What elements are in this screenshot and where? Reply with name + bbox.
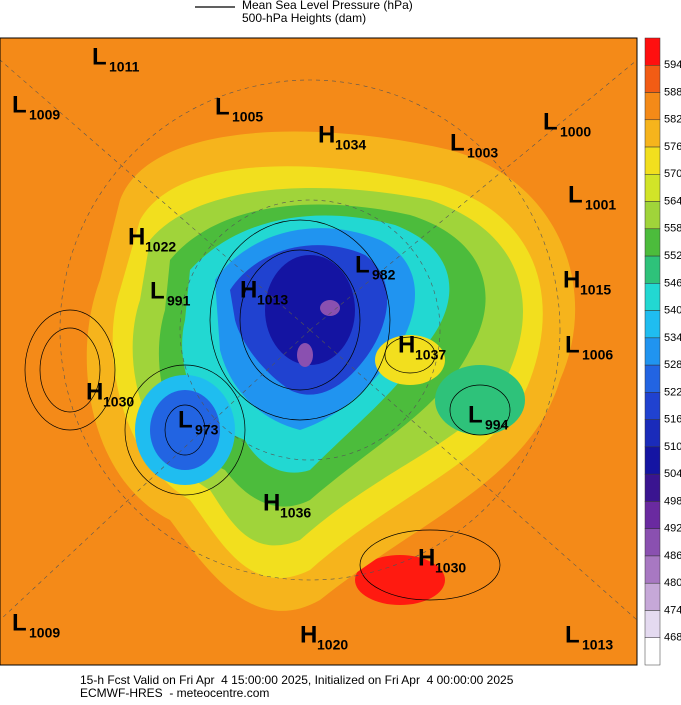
center-letter: L — [565, 331, 580, 358]
center-letter: H — [86, 378, 103, 405]
center-letter: H — [563, 266, 580, 293]
colorbar-cell — [644, 255, 661, 284]
center-letter: H — [300, 621, 317, 648]
colorbar-label: 492 — [664, 523, 681, 535]
center-letter: H — [263, 489, 280, 516]
colorbar-cell — [644, 310, 661, 339]
center-value: 982 — [372, 267, 396, 283]
colorbar-cell — [644, 201, 661, 230]
center-value: 1015 — [580, 282, 611, 298]
colorbar-label: 552 — [664, 250, 681, 262]
colorbar-cell — [644, 392, 661, 420]
center-letter: L — [543, 108, 558, 135]
center-letter: H — [240, 276, 257, 303]
colorbar-label: 534 — [664, 332, 681, 344]
colorbar-cell — [644, 528, 661, 557]
colorbar-label: 486 — [664, 550, 681, 562]
colorbar-cell — [644, 337, 661, 366]
colorbar-label: 522 — [664, 386, 681, 398]
center-value: 973 — [195, 422, 219, 438]
center-value: 991 — [167, 293, 191, 309]
center-letter: L — [565, 621, 580, 648]
center-value: 1037 — [415, 347, 446, 363]
center-letter: L — [450, 129, 465, 156]
center-value: 1000 — [560, 124, 591, 140]
center-value: 1030 — [103, 394, 134, 410]
colorbar-label: 510 — [664, 441, 681, 453]
colorbar-label: 516 — [664, 414, 681, 426]
center-value: 1022 — [145, 239, 176, 255]
colorbar-label: 588 — [664, 86, 681, 98]
colorbar-label: 480 — [664, 577, 681, 589]
colorbar-label: 570 — [664, 168, 681, 180]
colorbar-cell — [644, 37, 661, 66]
colorbar-cell — [644, 174, 661, 202]
center-letter: L — [215, 93, 230, 120]
colorbar-cell — [644, 610, 661, 638]
footer-valid: 15-h Fcst Valid on Fri Apr 4 15:00:00 20… — [80, 673, 514, 687]
colorbar: 594 588 582 576 570 564 558 552 546 540 534 528 522 5… — [644, 37, 681, 666]
colorbar-label: 468 — [664, 632, 681, 644]
center-value: 1030 — [435, 560, 466, 576]
center-letter: L — [92, 43, 107, 70]
center-letter: L — [468, 401, 483, 428]
colorbar-label: 576 — [664, 141, 681, 153]
colorbar-cell — [644, 364, 661, 393]
center-value: 1020 — [317, 637, 348, 653]
colorbar-label: 528 — [664, 359, 681, 371]
center-value: 1013 — [582, 637, 613, 653]
colorbar-label: 540 — [664, 305, 681, 317]
center-letter: H — [398, 331, 415, 358]
colorbar-cell — [644, 92, 661, 121]
center-value: 1036 — [280, 505, 311, 521]
center-letter: L — [178, 406, 193, 433]
center-value: 994 — [485, 417, 509, 433]
legend-fill-label: 500-hPa Heights (dam) — [242, 11, 366, 25]
center-value: 1009 — [29, 625, 60, 641]
colorbar-label: 474 — [664, 604, 681, 616]
footer-source: ECMWF-HRES - meteocentre.com — [80, 686, 269, 700]
legend-line-label: Mean Sea Level Pressure (hPa) — [242, 0, 413, 12]
colorbar-cell — [644, 473, 661, 502]
colorbar-cell — [644, 119, 661, 148]
colorbar-cell — [644, 637, 661, 666]
center-value: 1001 — [585, 197, 616, 213]
colorbar-cell — [644, 228, 661, 257]
colorbar-label: 582 — [664, 114, 681, 126]
center-letter: L — [568, 181, 583, 208]
colorbar-label: 558 — [664, 223, 681, 235]
center-value: 1006 — [582, 347, 613, 363]
colorbar-cell — [644, 555, 661, 584]
colorbar-cell — [644, 501, 661, 529]
map — [0, 37, 638, 666]
colorbar-label: 546 — [664, 277, 681, 289]
center-value: 1005 — [232, 109, 263, 125]
colorbar-cell — [644, 65, 661, 93]
colorbar-label: 498 — [664, 495, 681, 507]
center-value: 1034 — [335, 137, 366, 153]
center-letter: H — [128, 223, 145, 250]
colorbar-cell — [644, 419, 661, 448]
center-value: 1009 — [29, 107, 60, 123]
colorbar-cell — [644, 582, 661, 611]
center-letter: H — [318, 121, 335, 148]
colorbar-cell — [644, 446, 661, 475]
center-value: 1013 — [257, 292, 288, 308]
colorbar-label: 594 — [664, 59, 681, 71]
center-letter: L — [12, 609, 27, 636]
colorbar-label: 564 — [664, 195, 681, 207]
colorbar-cell — [644, 146, 661, 175]
colorbar-label: 504 — [664, 468, 681, 480]
center-letter: L — [12, 91, 27, 118]
center-value: 1003 — [467, 145, 498, 161]
center-letter: L — [355, 251, 370, 278]
center-value: 1011 — [109, 59, 140, 75]
center-letter: H — [418, 544, 435, 571]
center-letter: L — [150, 277, 165, 304]
colorbar-cell — [644, 283, 661, 311]
